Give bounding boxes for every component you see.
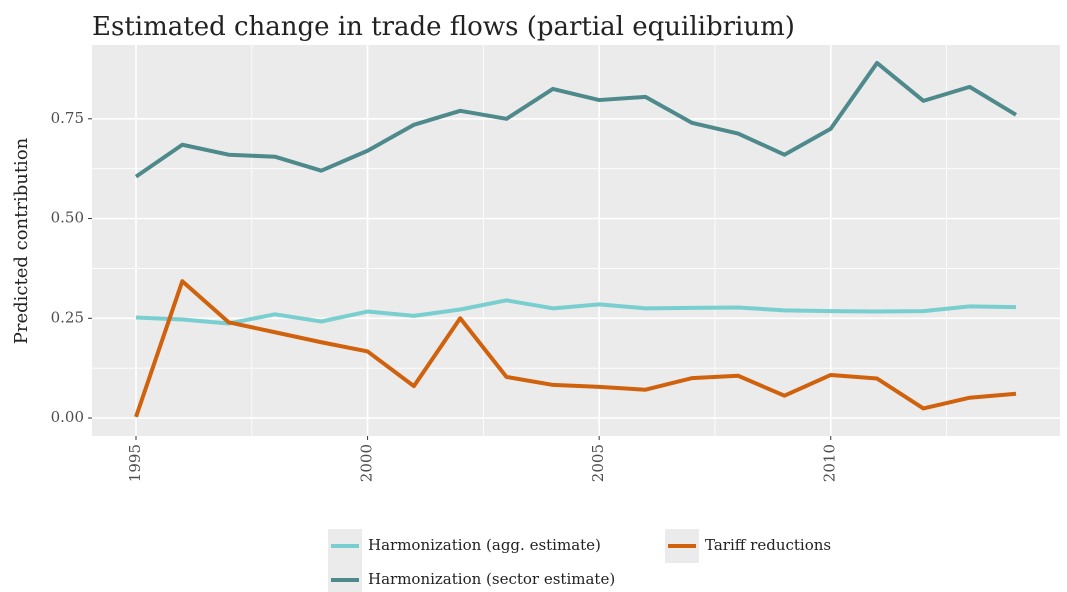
y-tick-label: 0.50 [51,209,84,227]
series-line [134,279,1017,418]
x-tick-label: 1995 [126,444,144,482]
legend-label: Harmonization (agg. estimate) [368,536,601,554]
series-line [134,60,1018,179]
y-tick-label: 0.25 [51,308,84,326]
chart-title: Estimated change in trade flows (partial… [92,12,795,42]
x-tick-label: 2000 [358,444,376,482]
legend-label: Tariff reductions [705,536,831,554]
y-tick-label: 0.00 [51,408,84,426]
x-tick-label: 2005 [589,444,607,482]
series-line [135,298,1017,326]
plot-background [92,45,1060,436]
y-axis-label: Predicted contribution [11,137,32,344]
x-tick-label: 2010 [821,444,839,482]
y-tick-label: 0.75 [51,109,84,127]
legend-key [328,563,362,592]
legend-label: Harmonization (sector estimate) [368,570,615,588]
